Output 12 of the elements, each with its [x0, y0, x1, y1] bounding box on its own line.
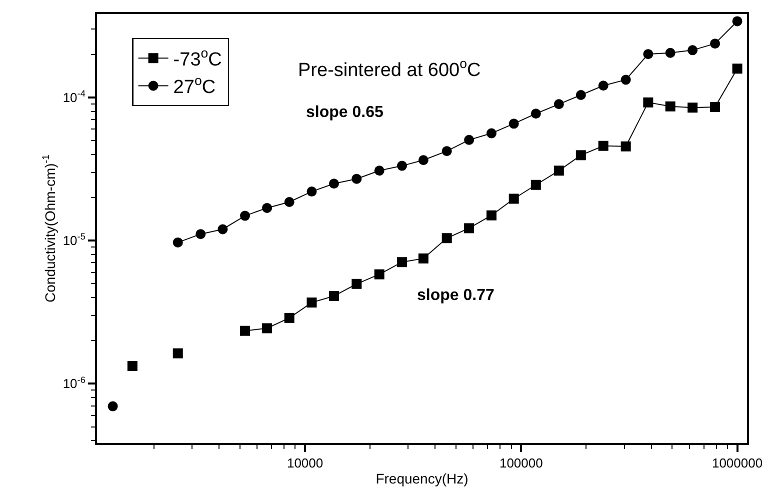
x-tick-label: 1000000 — [712, 456, 763, 471]
x-tick-label: 10000 — [286, 456, 324, 471]
y-tick-label: 10$^{-6}$ — [62, 374, 86, 392]
x-axis-title: Frequency(Hz) — [376, 470, 468, 486]
legend-label: 27$^{o}$C — [173, 73, 216, 98]
x-tick-label: 100000 — [499, 456, 543, 471]
annotation: slope 0.77 — [417, 287, 494, 304]
y-tick-label: 10$^{-4}$ — [62, 88, 86, 106]
legend-label: -73$^{o}$C — [173, 46, 222, 70]
y-tick-label: 10$^{-5}$ — [62, 232, 86, 248]
annotation: slope 0.65 — [306, 104, 384, 121]
annotation: Pre-sintered at 600$^{o}$C — [298, 56, 481, 81]
